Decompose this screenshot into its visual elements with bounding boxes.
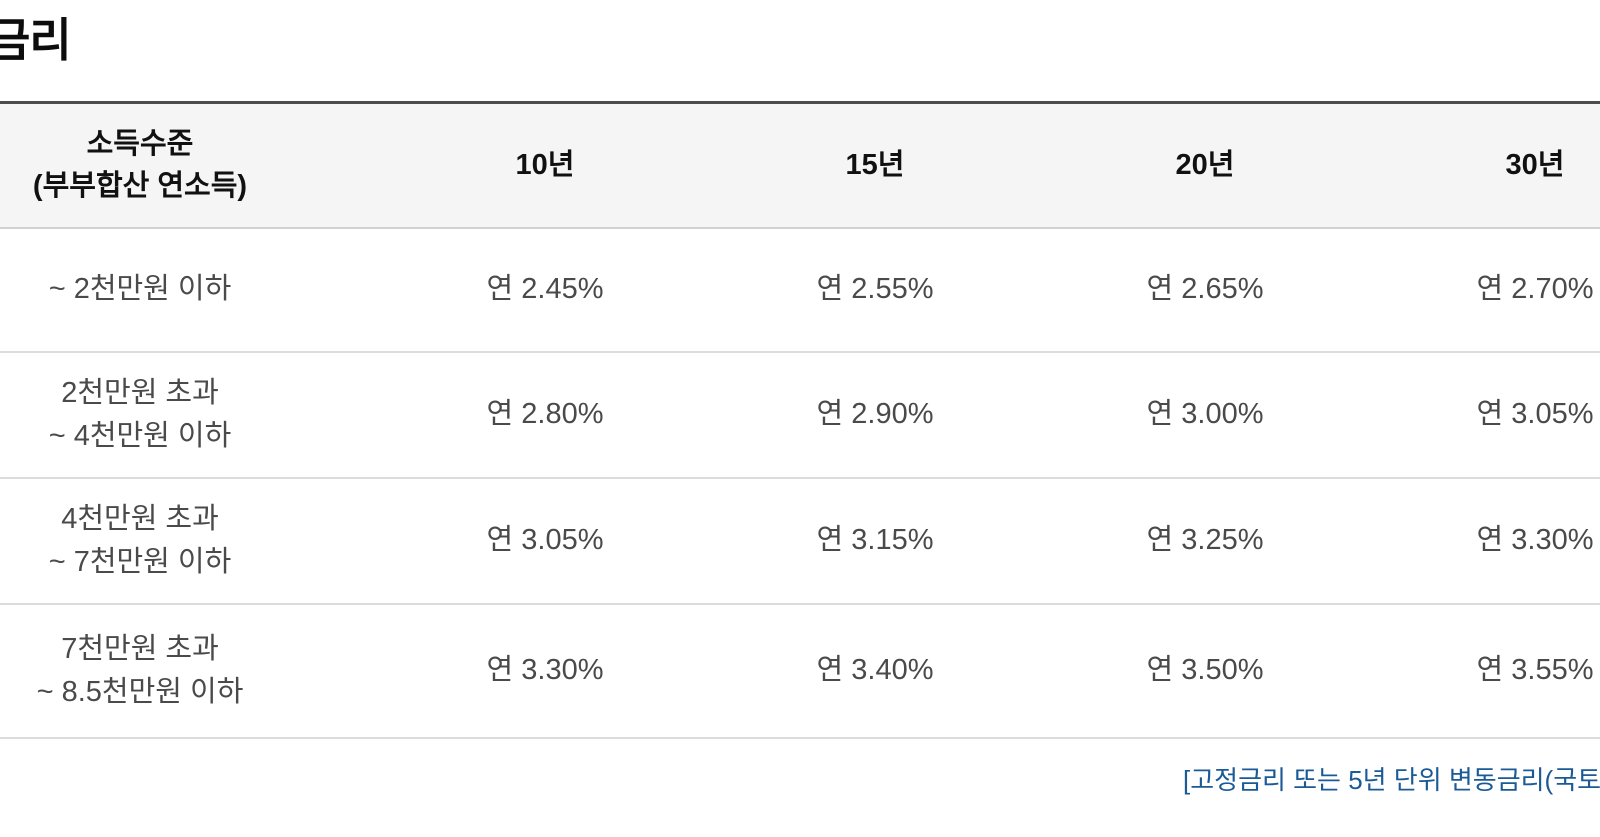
term-header-15y: 15년	[710, 102, 1040, 229]
table-row: 7천만원 초과 ~ 8.5천만원 이하 연 3.30% 연 3.40% 연 3.…	[0, 603, 1600, 739]
rate-type-footnote: [고정금리 또는 5년 단위 변동금리(국토교통	[1183, 765, 1600, 795]
term-header-30y: 30년	[1370, 102, 1600, 229]
income-label: 2천만원 초과 ~ 4천만원 이하	[0, 351, 380, 479]
rate-value: 연 2.55%	[710, 227, 1040, 353]
term-header-10y: 10년	[380, 102, 710, 229]
rate-value: 연 3.30%	[1370, 477, 1600, 605]
rate-value: 연 3.40%	[710, 603, 1040, 739]
income-level-header: 소득수준 (부부합산 연소득)	[0, 102, 380, 229]
rate-value: 연 3.30%	[380, 603, 710, 739]
income-label: 4천만원 초과 ~ 7천만원 이하	[0, 477, 380, 605]
income-label: 7천만원 초과 ~ 8.5천만원 이하	[0, 603, 380, 739]
rate-value: 연 3.00%	[1040, 351, 1370, 479]
page-title: 금리	[0, 14, 72, 66]
rate-value: 연 3.50%	[1040, 603, 1370, 739]
rate-value: 연 2.70%	[1370, 227, 1600, 353]
rate-value: 연 3.05%	[1370, 351, 1600, 479]
rate-value: 연 2.45%	[380, 227, 710, 353]
table-header-row: 소득수준 (부부합산 연소득) 10년 15년 20년 30년	[0, 102, 1600, 229]
rate-value: 연 3.05%	[380, 477, 710, 605]
term-header-20y: 20년	[1040, 102, 1370, 229]
table-row: ~ 2천만원 이하 연 2.45% 연 2.55% 연 2.65% 연 2.70…	[0, 227, 1600, 353]
rate-value: 연 3.25%	[1040, 477, 1370, 605]
rate-value: 연 2.65%	[1040, 227, 1370, 353]
income-label: ~ 2천만원 이하	[0, 227, 380, 353]
table-row: 4천만원 초과 ~ 7천만원 이하 연 3.05% 연 3.15% 연 3.25…	[0, 477, 1600, 605]
rates-table: 소득수준 (부부합산 연소득) 10년 15년 20년 30년 ~ 2천만원 이…	[0, 101, 1600, 739]
rate-value: 연 3.55%	[1370, 603, 1600, 739]
rate-value: 연 3.15%	[710, 477, 1040, 605]
rate-value: 연 2.90%	[710, 351, 1040, 479]
table-row: 2천만원 초과 ~ 4천만원 이하 연 2.80% 연 2.90% 연 3.00…	[0, 351, 1600, 479]
rate-value: 연 2.80%	[380, 351, 710, 479]
